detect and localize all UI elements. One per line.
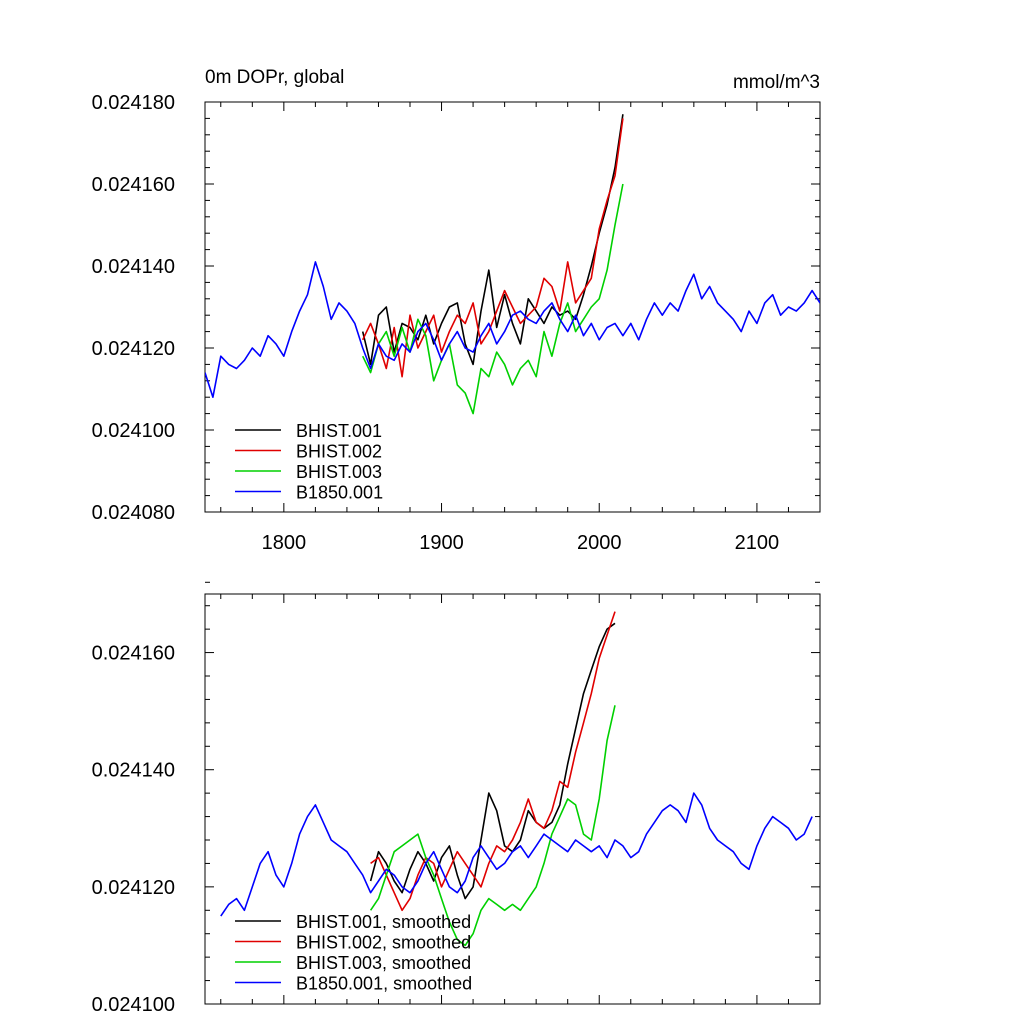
legend-label: B1850.001 [296, 483, 383, 503]
series-line [361, 114, 624, 366]
x-tick-label: 1800 [262, 532, 307, 554]
chart-title: 0m DOPr, global [205, 67, 344, 88]
tick-marks [205, 581, 821, 1005]
x-tick-label: 2000 [577, 532, 622, 554]
series-line [369, 705, 616, 947]
y-tick-label: 0.024180 [92, 92, 175, 114]
legend-label: BHIST.002, smoothed [296, 933, 471, 953]
series-line [205, 261, 820, 399]
x-tick-label: 2100 [735, 532, 780, 554]
legend-label: BHIST.003, smoothed [296, 953, 471, 973]
series-lines [205, 114, 820, 415]
legend-label: BHIST.001 [296, 421, 382, 441]
x-tick-labels: 1800 1900 2000 2100 [262, 532, 780, 554]
x-tick-label: 1900 [419, 532, 464, 554]
y-tick-label: 0.024100 [92, 994, 175, 1016]
units-label: mmol/m^3 [733, 72, 820, 93]
top-panel: 0m DOPr, global mmol/m^3 0.024080 0.02410… [92, 67, 821, 554]
series-line [369, 622, 616, 900]
y-tick-label: 0.024140 [92, 256, 175, 278]
y-tick-labels: 0.024080 0.024100 0.024120 0.024140 0.024160… [92, 92, 175, 524]
series-line [370, 611, 616, 912]
y-tick-label: 0.024160 [92, 643, 175, 665]
y-tick-labels: 0.024100 0.024120 0.024140 0.024160 [92, 643, 175, 1016]
y-tick-label: 0.024120 [92, 877, 175, 899]
y-tick-label: 0.024140 [92, 760, 175, 782]
plot-frame [204, 101, 821, 513]
y-tick-label: 0.024100 [92, 420, 175, 442]
series-line [361, 118, 624, 378]
plot-frame [204, 593, 821, 1005]
series-lines [220, 611, 813, 947]
y-tick-label: 0.024160 [92, 174, 175, 196]
bottom-panel: 0.024100 0.024120 0.024140 0.024160 BHIST.0… [92, 581, 821, 1016]
y-tick-label: 0.024120 [92, 338, 175, 360]
legend-label: B1850.001, smoothed [296, 974, 472, 994]
tick-marks [205, 101, 821, 513]
legend-label: BHIST.003 [296, 462, 382, 482]
y-tick-label: 0.024080 [92, 502, 175, 524]
legend-label: BHIST.001, smoothed [296, 912, 471, 932]
series-line [220, 792, 813, 917]
legend-label: BHIST.002 [296, 442, 382, 462]
